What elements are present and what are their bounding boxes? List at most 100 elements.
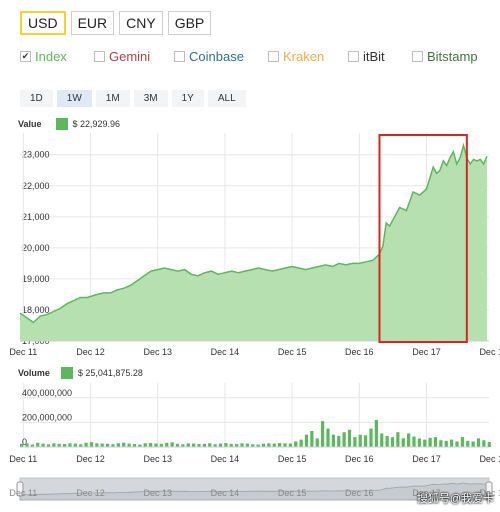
navigator-left-handle[interactable]	[16, 481, 24, 497]
currency-button-eur[interactable]: EUR	[70, 11, 115, 35]
volume-bar	[358, 434, 362, 447]
volume-bar	[476, 438, 481, 447]
currency-button-cny[interactable]: CNY	[119, 11, 163, 35]
volume-x-tick-label: Dec 16	[345, 454, 374, 464]
volume-bar	[95, 443, 99, 447]
value-y-tick-label: 20,000	[22, 243, 50, 253]
exchange-toggle-index[interactable]: ✔ Index	[20, 49, 94, 64]
time-range-selector: 1D 1W 1M 3M 1Y ALL	[20, 90, 246, 107]
volume-bar	[229, 443, 233, 447]
checkbox-icon[interactable]	[94, 51, 105, 62]
highlight-box	[378, 134, 468, 343]
value-x-tick-label: Dec 16	[345, 347, 374, 357]
volume-bar	[165, 442, 169, 447]
volume-bar	[417, 438, 421, 447]
value-x-tick-label: Dec 14	[211, 347, 240, 357]
volume-bar	[439, 440, 443, 447]
volume-bar	[20, 443, 24, 447]
watermark: 搜狐号@我爱卡	[416, 493, 494, 505]
volume-x-tick-label: Dec 18	[479, 454, 500, 464]
value-x-tick-label: Dec 11	[9, 347, 37, 357]
exchange-label: Coinbase	[189, 49, 244, 64]
volume-bar	[154, 443, 158, 447]
navigator-tick-label: Dec 11	[9, 488, 37, 498]
volume-bar	[73, 443, 77, 447]
exchange-toggle-bitstamp[interactable]: Bitstamp	[412, 49, 500, 64]
checkbox-icon[interactable]	[412, 51, 423, 62]
volume-bar	[347, 429, 352, 447]
volume-bar	[256, 444, 260, 447]
value-y-tick-label: 18,000	[22, 305, 50, 315]
range-button-1d[interactable]: 1D	[20, 90, 53, 107]
volume-bar	[471, 441, 475, 447]
value-legend-title: Value	[18, 119, 42, 129]
navigator-tick-label: Dec 15	[278, 488, 307, 498]
volume-bar	[455, 441, 459, 447]
value-legend: Value $ 22,929.96	[18, 118, 120, 130]
volume-bar	[57, 443, 61, 447]
volume-y-tick-label: 400,000,000	[22, 388, 72, 398]
range-button-1y[interactable]: 1Y	[171, 90, 204, 107]
volume-bar	[143, 443, 147, 447]
checkbox-icon[interactable]	[268, 51, 279, 62]
volume-bar	[218, 443, 223, 447]
volume-bar	[149, 443, 153, 447]
navigator-series	[19, 482, 490, 501]
currency-button-usd[interactable]: USD	[20, 11, 66, 35]
checkbox-icon[interactable]	[174, 51, 185, 62]
value-x-tick-label: Dec 18	[479, 347, 500, 357]
range-button-all[interactable]: ALL	[207, 90, 246, 107]
volume-x-tick-label: Dec 11	[9, 454, 37, 464]
volume-bar	[208, 443, 212, 447]
volume-bar	[159, 443, 163, 447]
exchange-toggle-coinbase[interactable]: Coinbase	[174, 49, 268, 64]
exchange-toggle-kraken[interactable]: Kraken	[268, 49, 348, 64]
volume-bar	[288, 443, 292, 447]
volume-bar	[466, 440, 470, 447]
volume-bar	[68, 443, 72, 447]
navigator-tick-label: Dec 16	[345, 488, 374, 498]
volume-bar	[138, 444, 142, 447]
volume-y-tick-label: 0	[22, 437, 27, 447]
volume-bar	[46, 444, 51, 447]
volume-bar	[106, 443, 110, 447]
checkbox-checked-icon[interactable]: ✔	[20, 51, 31, 62]
volume-bar	[213, 444, 217, 447]
volume-y-tick-label: 200,000,000	[22, 412, 72, 422]
volume-bar	[321, 421, 325, 447]
volume-bar	[245, 443, 249, 447]
navigator-right-handle[interactable]	[485, 481, 493, 497]
navigator-tick-label: Dec 17	[412, 488, 441, 498]
navigator-tick-label: Dec 14	[211, 488, 240, 498]
volume-bar	[487, 442, 491, 447]
volume-bar	[278, 443, 282, 447]
volume-legend-swatch	[60, 367, 73, 379]
exchange-toggle-gemini[interactable]: Gemini	[94, 49, 174, 64]
volume-bar	[116, 443, 120, 447]
checkbox-icon[interactable]	[348, 51, 359, 62]
volume-bar	[342, 432, 346, 447]
value-x-tick-label: Dec 15	[278, 347, 307, 357]
volume-bar	[385, 435, 389, 447]
volume-bar	[100, 443, 104, 447]
volume-bar	[310, 431, 314, 447]
value-x-tick-label: Dec 12	[76, 347, 105, 357]
volume-x-tick-label: Dec 14	[211, 454, 240, 464]
exchange-toggle-itbit[interactable]: itBit	[348, 49, 412, 64]
volume-bar	[197, 444, 201, 447]
range-button-1w[interactable]: 1W	[56, 90, 92, 107]
volume-x-tick-label: Dec 17	[412, 454, 441, 464]
currency-button-gbp[interactable]: GBP	[167, 11, 212, 35]
volume-bar	[267, 443, 271, 447]
volume-bar	[127, 443, 131, 447]
volume-bar	[374, 419, 378, 447]
navigator-tick-label: Dec 12	[76, 488, 105, 498]
volume-bar	[79, 444, 83, 447]
range-button-3m[interactable]: 3M	[133, 90, 168, 107]
volume-x-tick-label: Dec 15	[278, 454, 307, 464]
navigator-tick-label: Dec 18	[479, 488, 500, 498]
volume-bar	[122, 442, 126, 447]
range-button-1m[interactable]: 1M	[95, 90, 130, 107]
volume-bar	[175, 443, 180, 447]
